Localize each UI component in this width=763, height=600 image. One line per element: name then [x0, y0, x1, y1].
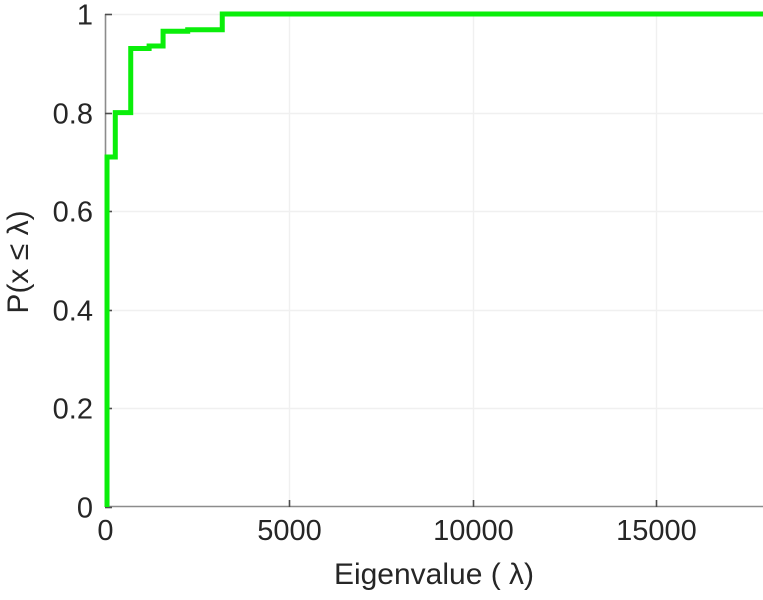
x-tick-label: 10000 [433, 515, 514, 547]
series-group [104, 11, 763, 507]
y-axis-title: P(x ≤ λ) [2, 210, 35, 313]
y-tick-label: 0 [77, 493, 93, 525]
x-gridlines [288, 14, 658, 507]
y-tick-label: 0.6 [53, 197, 93, 229]
y-tick-label: 0.8 [53, 99, 93, 131]
plot-background [105, 14, 763, 507]
y-gridlines [105, 13, 763, 410]
cdf-step-line [104, 11, 763, 507]
x-tick-labels: 0 5000 10000 15000 [97, 515, 696, 547]
x-tick-label: 15000 [616, 515, 697, 547]
y-tick-label: 1 [77, 0, 93, 32]
y-tick-labels: 0 0.2 0.4 0.6 0.8 1 [53, 0, 93, 525]
y-tick-label: 0.2 [53, 394, 93, 426]
x-tick-label: 0 [97, 515, 113, 547]
x-axis-title: Eigenvalue ( λ) [334, 558, 534, 591]
y-tick-label: 0.4 [53, 296, 93, 328]
x-tick-label: 5000 [257, 515, 322, 547]
